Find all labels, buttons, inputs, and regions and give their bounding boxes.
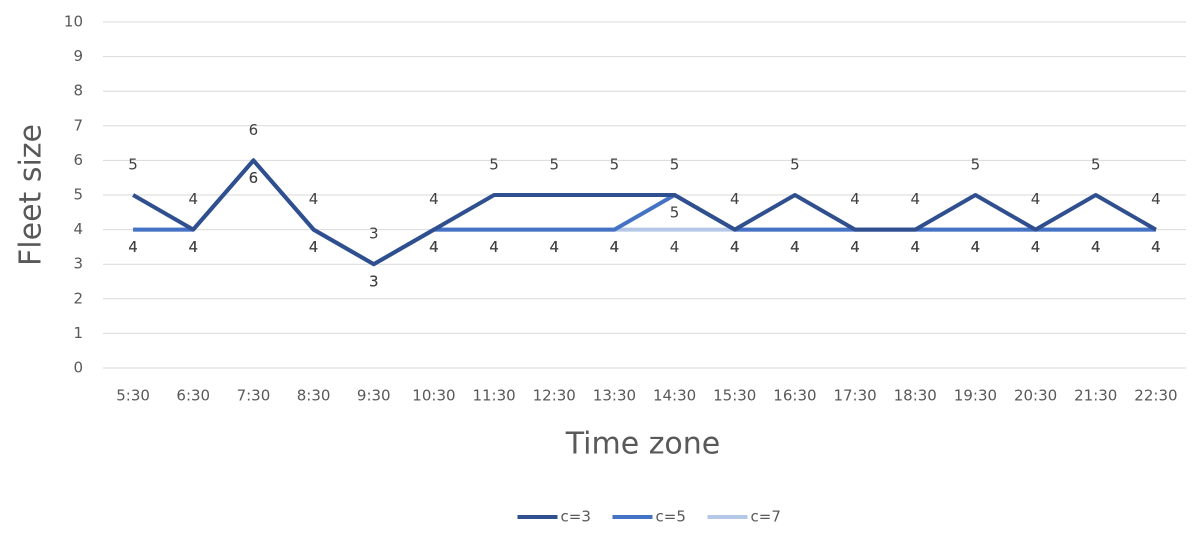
data-label: 4 — [850, 238, 860, 256]
data-label: 4 — [1031, 238, 1041, 256]
data-label: 4 — [1031, 190, 1041, 208]
data-label: 5 — [670, 204, 680, 222]
data-label: 5 — [610, 156, 620, 174]
data-label: 4 — [1151, 238, 1161, 256]
data-label: 4 — [910, 190, 920, 208]
y-tick-label: 2 — [73, 289, 83, 307]
data-label: 4 — [549, 238, 559, 256]
data-label: 4 — [790, 238, 800, 256]
data-label: 4 — [1151, 238, 1161, 256]
x-tick-label: 22:30 — [1134, 387, 1177, 405]
data-label: 4 — [850, 238, 860, 256]
data-label: 4 — [309, 238, 319, 256]
data-label: 3 — [369, 273, 379, 291]
y-tick-label: 9 — [73, 47, 83, 65]
legend-label: c=5 — [656, 508, 686, 526]
data-label: 4 — [730, 238, 740, 256]
data-label: 5 — [489, 156, 499, 174]
legend-label: c=7 — [751, 508, 781, 526]
x-tick-label: 20:30 — [1014, 387, 1057, 405]
data-label: 4 — [429, 238, 439, 256]
data-label: 6 — [249, 169, 259, 187]
data-label: 5 — [1091, 156, 1101, 174]
data-label: 4 — [910, 238, 920, 256]
data-label: 4 — [188, 190, 198, 208]
y-tick-label: 3 — [73, 255, 83, 273]
data-label: 3 — [369, 225, 379, 243]
data-label: 4 — [1151, 190, 1161, 208]
y-tick-label: 8 — [73, 82, 83, 100]
x-tick-label: 11:30 — [472, 387, 515, 405]
y-tick-label: 10 — [64, 13, 83, 31]
data-label: 5 — [971, 156, 981, 174]
data-label: 4 — [128, 238, 138, 256]
y-tick-label: 7 — [73, 116, 83, 134]
data-label: 4 — [309, 190, 319, 208]
x-tick-label: 15:30 — [713, 387, 756, 405]
data-label: 5 — [549, 156, 559, 174]
data-label: 4 — [910, 238, 920, 256]
data-label: 6 — [249, 169, 259, 187]
data-label: 4 — [850, 190, 860, 208]
x-tick-label: 6:30 — [176, 387, 210, 405]
legend-label: c=3 — [561, 508, 591, 526]
data-label: 4 — [309, 238, 319, 256]
data-label: 3 — [369, 273, 379, 291]
series-line — [132, 158, 1157, 267]
data-label: 4 — [429, 190, 439, 208]
y-tick-label: 0 — [73, 359, 83, 377]
x-tick-label: 13:30 — [593, 387, 636, 405]
y-axis-title: Fleet size — [14, 124, 49, 266]
x-tick-label: 21:30 — [1074, 387, 1117, 405]
x-tick-label: 19:30 — [954, 387, 997, 405]
data-label: 4 — [128, 238, 138, 256]
data-label: 4 — [670, 238, 680, 256]
data-label: 5 — [128, 156, 138, 174]
data-label: 6 — [249, 121, 259, 139]
x-tick-label: 8:30 — [297, 387, 331, 405]
data-label: 5 — [790, 156, 800, 174]
data-label: 4 — [188, 238, 198, 256]
data-label: 4 — [1031, 238, 1041, 256]
data-label: 4 — [1091, 238, 1101, 256]
x-tick-label: 9:30 — [357, 387, 391, 405]
y-tick-label: 6 — [73, 151, 83, 169]
y-tick-label: 1 — [73, 324, 83, 342]
x-tick-label: 12:30 — [533, 387, 576, 405]
data-label: 4 — [730, 238, 740, 256]
data-label: 4 — [1091, 238, 1101, 256]
data-label: 4 — [971, 238, 981, 256]
x-axis-title: Time zone — [565, 427, 721, 462]
data-label: 4 — [549, 238, 559, 256]
x-tick-label: 7:30 — [237, 387, 271, 405]
x-tick-label: 5:30 — [116, 387, 150, 405]
data-label: 4 — [489, 238, 499, 256]
x-tick-label: 18:30 — [894, 387, 937, 405]
data-label: 5 — [670, 156, 680, 174]
x-tick-label: 14:30 — [653, 387, 696, 405]
x-tick-label: 16:30 — [773, 387, 816, 405]
x-tick-label: 10:30 — [412, 387, 455, 405]
data-label: 4 — [429, 238, 439, 256]
data-label: 4 — [188, 238, 198, 256]
x-tick-label: 17:30 — [833, 387, 876, 405]
data-label: 4 — [971, 238, 981, 256]
data-label: 4 — [610, 238, 620, 256]
y-tick-label: 5 — [73, 186, 83, 204]
y-tick-label: 4 — [73, 220, 83, 238]
data-label: 4 — [489, 238, 499, 256]
data-label: 4 — [790, 238, 800, 256]
data-label: 4 — [730, 190, 740, 208]
data-label: 4 — [610, 238, 620, 256]
